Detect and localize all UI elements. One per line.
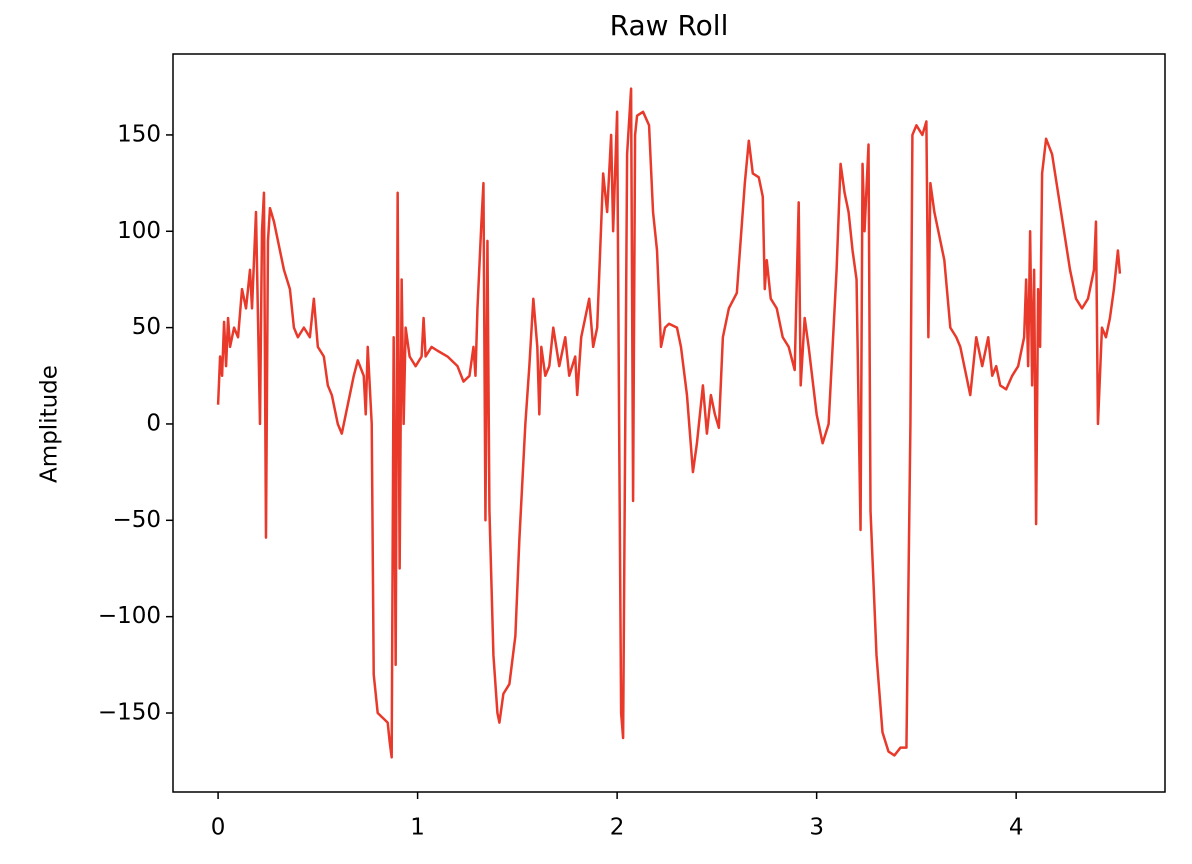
chart-title: Raw Roll bbox=[610, 9, 729, 42]
x-tick-label: 1 bbox=[410, 815, 425, 841]
y-tick-label: −100 bbox=[98, 603, 161, 629]
x-tick-label: 3 bbox=[809, 815, 824, 841]
y-axis-label: Amplitude bbox=[37, 365, 63, 483]
x-tick-label: 0 bbox=[211, 815, 226, 841]
x-tick-label: 2 bbox=[610, 815, 625, 841]
y-tick-label: −150 bbox=[98, 699, 161, 725]
y-tick-label: 100 bbox=[117, 218, 161, 244]
y-tick-label: 150 bbox=[117, 121, 161, 147]
plot-frame bbox=[172, 53, 1166, 793]
data-line bbox=[216, 87, 1122, 759]
x-tick-label: 4 bbox=[1009, 815, 1024, 841]
y-tick-label: 0 bbox=[146, 410, 161, 436]
y-tick-label: −50 bbox=[112, 507, 161, 533]
y-tick-label: 50 bbox=[132, 314, 161, 340]
